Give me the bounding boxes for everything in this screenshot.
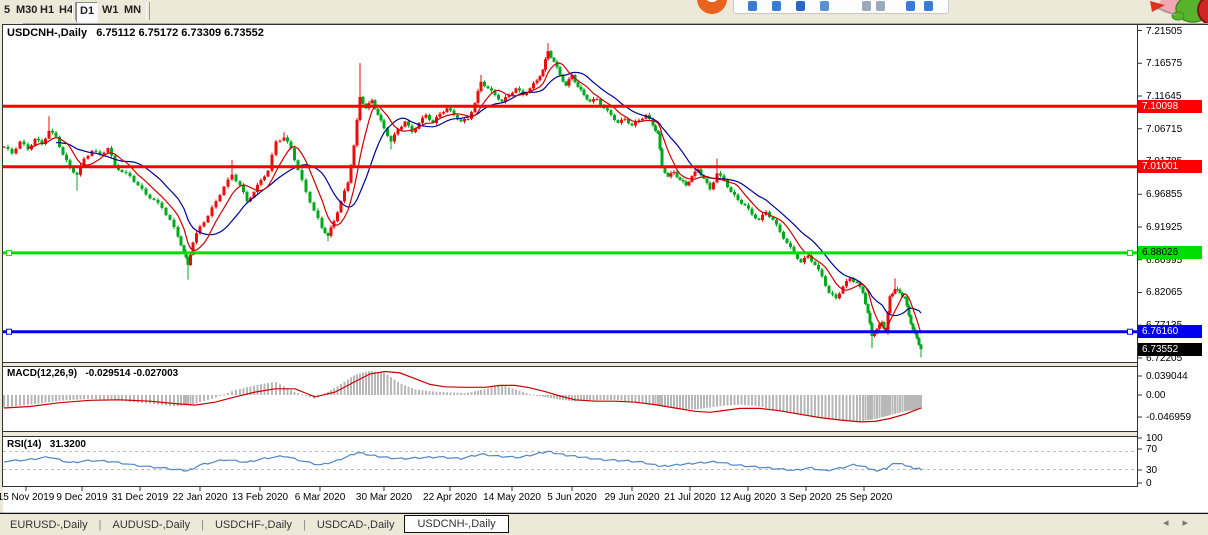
toolbar-separator: [146, 2, 150, 20]
toolbar-icon-3[interactable]: [796, 1, 805, 11]
mascot-red-badge: [1197, 0, 1208, 23]
chart-tab-usdcaddaily[interactable]: USDCAD-,Daily: [316, 518, 395, 531]
tab-separator: |: [201, 518, 204, 531]
ma-fast-line: [27, 62, 922, 334]
timeframe-button-W1[interactable]: W1: [102, 4, 119, 16]
toolbar-icon-2[interactable]: [772, 1, 781, 11]
toolbar-icon-4[interactable]: [820, 1, 829, 11]
timeframe-button-H4[interactable]: H4: [59, 4, 74, 16]
brand-graphics: [697, 0, 1208, 23]
timeframe-button-MN[interactable]: MN: [124, 4, 142, 16]
tab-separator: |: [302, 518, 306, 531]
line-handle[interactable]: [6, 328, 12, 335]
line-handle[interactable]: [1127, 249, 1133, 256]
line-handle[interactable]: [6, 249, 12, 256]
macd-signal-line: [3, 370, 922, 423]
chart-tab-usdchfdaily[interactable]: USDCHF-,Daily: [214, 518, 292, 531]
app-logo-icon: [697, 0, 727, 14]
ma-slow-line: [56, 71, 922, 317]
tab-scroll-right-icon[interactable]: ▸: [1182, 517, 1202, 529]
timeframe-button-H1[interactable]: H1: [40, 4, 55, 16]
timeframe-button-D1[interactable]: D1: [76, 2, 99, 23]
timeframe-button-5[interactable]: 5: [4, 4, 11, 16]
timeframe-toolbar: 5 M30 H1 H4 D1 W1 MN: [0, 0, 1208, 23]
tab-scroll-left-icon[interactable]: ◂: [1162, 517, 1183, 529]
quick-launch-strip: [733, 0, 949, 14]
tab-separator: |: [98, 518, 102, 531]
toolbar-icon-6[interactable]: [876, 1, 885, 11]
chart-tab-eurusddaily[interactable]: EURUSD-,Daily: [10, 518, 88, 531]
candlesticks: [3, 43, 923, 358]
tab-scroll-arrows[interactable]: ◂▸: [1163, 516, 1202, 529]
line-handle[interactable]: [1127, 328, 1133, 335]
toolbar-separator: [72, 2, 76, 20]
toolbar-icon-1[interactable]: [748, 1, 757, 11]
toolbar-icon-7[interactable]: [906, 1, 915, 11]
chart-tab-audusddaily[interactable]: AUDUSD-,Daily: [112, 518, 191, 531]
chart-tabs-bar: EURUSD-,Daily | AUDUSD-,Daily | USDCHF-,Dail…: [0, 514, 1208, 535]
timeframe-button-M30[interactable]: M30: [16, 4, 38, 16]
rsi-line: [3, 450, 922, 472]
toolbar-icon-5[interactable]: [862, 1, 871, 11]
chart-tab-usdcnhdaily[interactable]: USDCNH-,Daily: [404, 515, 509, 533]
toolbar-icon-8[interactable]: [924, 1, 933, 11]
mascot-flag-icon: [1150, 1, 1165, 12]
